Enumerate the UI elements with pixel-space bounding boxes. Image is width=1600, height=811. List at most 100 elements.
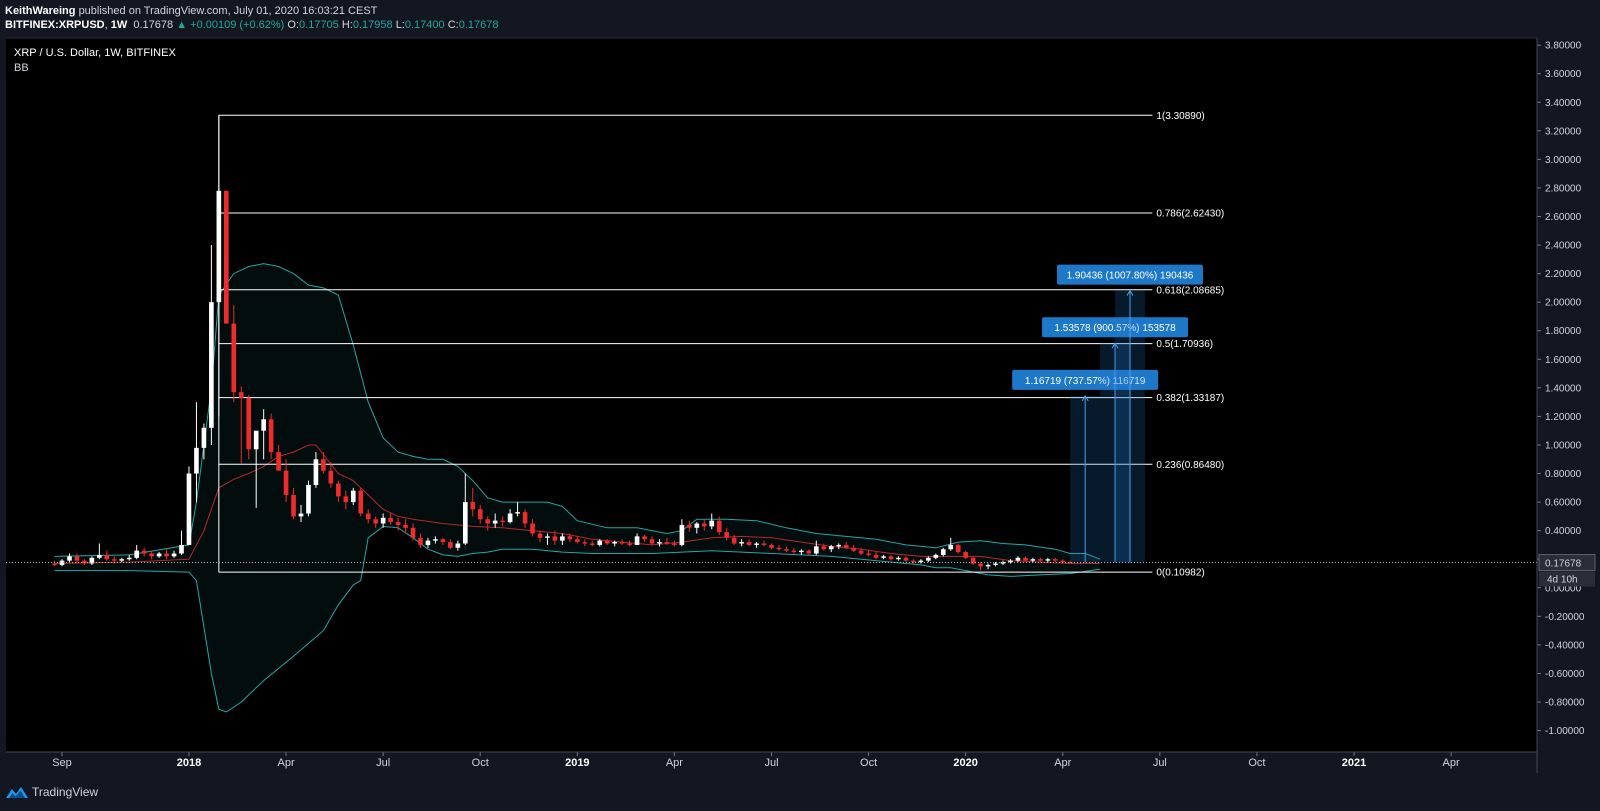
price-range-tools[interactable]: 1.16719 (737.57%) 116719 1.53578 (900.57%… [1012,264,1203,563]
candle-body [1000,562,1006,564]
candle-body [410,527,416,538]
candle-body [739,542,744,544]
price-range-label-box[interactable] [1042,317,1189,338]
candle-body [881,556,886,558]
price-tick-label: 3.00000 [1545,155,1582,166]
time-tick-label: Oct [472,757,489,769]
tradingview-brand[interactable]: TradingView [6,785,98,799]
candle-body [164,553,169,557]
candle-body [276,452,281,471]
candle-body [911,560,916,563]
candle-body [1060,560,1066,563]
open-label: O: [287,19,300,31]
candle-body [433,539,438,541]
candle-body [1008,560,1013,563]
candle-body [373,519,378,524]
candle-body [582,542,588,544]
last-price-tag [1538,554,1596,572]
candle-body [522,512,528,524]
fibonacci-retracement[interactable]: 1(3.30890) 0.786(2.62430) 0.618(2.08685) 0.… [218,111,1224,579]
candle-body [896,557,901,560]
candle-body [716,520,722,533]
candle-body [321,459,326,471]
candle-body [888,556,894,560]
candle-body [462,502,468,544]
candle-body [388,517,393,523]
symbol-line: BITFINEX:XRPUSD, 1W 0.17678 ▲ +0.00109 (… [5,19,499,31]
candle-body [873,554,879,558]
price-range-label: 1.90436 (1007.80%) 190436 [1067,271,1194,282]
candle-body [791,550,797,553]
candle-body [918,560,924,563]
symbol-name[interactable]: BITFINEX:XRPUSD [5,19,105,31]
candle-body [769,544,774,548]
close-value: 0.17678 [458,19,499,31]
price-tick-label: 0.60000 [1545,498,1582,509]
candle-body [851,547,856,551]
candle-body [649,539,655,544]
candle-body [186,473,192,545]
candle-body [440,539,446,543]
price-axis[interactable]: 3.80000 3.60000 3.40000 3.20000 3.00000 2.800… [1537,41,1596,737]
high-label: H: [341,19,353,31]
publish-line: KeithWareing published on TradingView.co… [5,4,377,18]
price-tick-label: 2.60000 [1545,212,1582,223]
price-tick-label: 3.20000 [1545,126,1582,137]
candle-body [776,547,782,550]
indicator-label[interactable]: BB [14,62,29,74]
candle-body [1030,559,1036,561]
time-tick-label: Oct [1248,757,1265,769]
candle-body [530,523,535,534]
price-range-label-box[interactable] [1012,369,1159,390]
bb-fill [54,263,1101,712]
candle-body [104,554,110,560]
candle-body [74,556,80,561]
candle-body [1023,557,1028,561]
candle-body [724,532,730,538]
candle-body [634,536,640,545]
price-chart[interactable]: 1(3.30890) 0.786(2.62430) 0.618(2.08685) 0.… [0,0,1600,773]
candle-body [933,554,939,558]
author-name[interactable]: KeithWareing [5,5,76,17]
price-tick-label: 2.40000 [1545,241,1582,252]
candle-body [701,523,707,527]
time-tick-label: Apr [1054,757,1071,769]
time-tick-label: Jul [376,757,390,769]
candle-body [866,553,871,555]
countdown-tag-value: 4d 10h [1547,575,1578,586]
time-tick-label: Apr [277,757,294,769]
candle-body [365,513,371,520]
candle-body [515,512,520,514]
candle-body [149,553,154,557]
bb-upper-line [54,263,1101,560]
candle-body [589,543,595,545]
candle-body [1038,559,1043,561]
publish-header: KeithWareing published on TradingView.co… [0,0,1600,34]
candle-body [223,190,229,324]
candle-body [985,564,991,567]
fib-level-label: 0.236(0.86480) [1156,460,1224,471]
low-label: L: [395,19,405,31]
candle-body [298,513,304,517]
candle-body [313,459,319,485]
candle-body [380,517,386,524]
candle-body [97,554,102,558]
price-range-label-box[interactable] [1056,264,1203,285]
candle-body [89,557,95,564]
time-axis[interactable]: Sep 2018 Apr Jul Oct 2019 Apr Jul Oct 2020 Apr Jul O… [52,752,1460,769]
candle-body [358,490,364,514]
candle-body [858,550,864,554]
candle-body [836,544,842,547]
candle-body [1067,562,1073,564]
price-tick-label: 1.80000 [1545,326,1582,337]
price-change: ▲ +0.00109 (+0.62%) [176,19,285,31]
tradingview-logo-icon [6,787,28,798]
candle-body [238,392,244,398]
candle-body [455,543,461,548]
countdown-tag [1539,571,1595,587]
price-tick-label: 2.00000 [1545,298,1582,309]
candle-body [955,544,961,553]
bb-lower-line [54,525,1101,713]
candle-body [343,496,349,503]
low-value: 0.17400 [404,19,445,31]
